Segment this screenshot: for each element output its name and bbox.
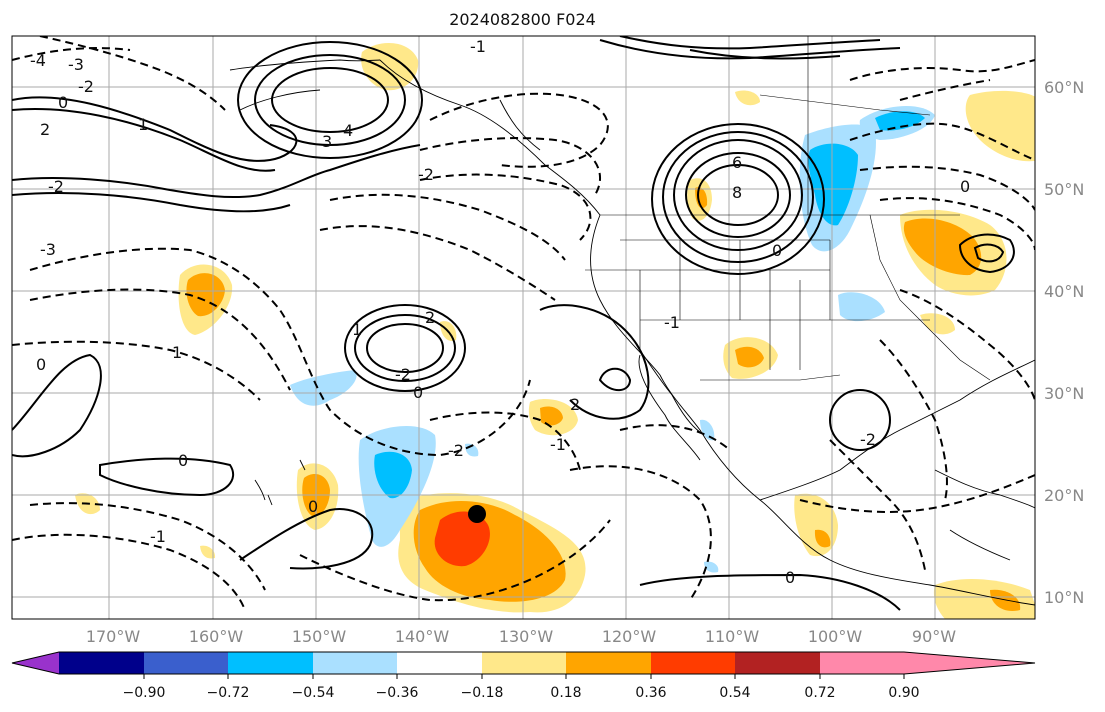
colorbar: −0.90 −0.72 −0.54 −0.36 −0.18 0.18 0.36 … (11, 651, 1036, 701)
contour-label: -2 (448, 441, 464, 460)
colorbar-tick: 0.72 (804, 685, 835, 701)
lon-label: 110°W (705, 627, 760, 646)
contour-label: -2 (395, 365, 411, 384)
contour-label: 0 (308, 497, 318, 516)
latitude-labels: 60°N 50°N 40°N 30°N 20°N 10°N (1044, 78, 1084, 607)
colorbar-extend-high (904, 652, 1035, 674)
colorbar-segment (651, 652, 735, 674)
cold-region (808, 143, 858, 226)
contour-label: 0 (772, 241, 782, 260)
contour-label: 2 (570, 395, 580, 414)
lon-label: 160°W (189, 627, 244, 646)
warm-region (903, 218, 982, 276)
contour-label: 6 (732, 153, 742, 172)
contour-label: 0 (178, 451, 188, 470)
lat-label: 20°N (1044, 486, 1084, 505)
colorbar-segment (228, 652, 313, 674)
contour-label: 0 (36, 355, 46, 374)
colorbar-segment (566, 652, 651, 674)
contour-label: 0 (960, 177, 970, 196)
storm-center-marker (468, 505, 486, 523)
contour-label: 1 (172, 343, 182, 362)
colorbar-tick: 0.90 (888, 685, 919, 701)
contour-label: 1 (138, 115, 148, 134)
contour-label: 3 (322, 132, 332, 151)
contour-labels: -4 -3 -2 0 1 2 -2 3 4 -2 -1 -3 6 8 0 -1 … (30, 37, 970, 587)
warm-region (735, 346, 764, 368)
lat-label: 60°N (1044, 78, 1084, 97)
contour-label: -1 (150, 527, 166, 546)
shaded-regions (75, 42, 1035, 619)
warm-region (361, 42, 419, 91)
colorbar-tick: 0.54 (719, 685, 750, 701)
contour-label: 8 (732, 183, 742, 202)
warm-region (434, 511, 490, 567)
contour-label: -3 (40, 240, 56, 259)
colorbar-tick: 0.36 (635, 685, 666, 701)
cold-region (875, 111, 925, 131)
map-title: 2024082800 F024 (449, 10, 596, 29)
colorbar-segment (735, 652, 820, 674)
cold-region (838, 292, 885, 322)
cold-region (700, 419, 715, 441)
contour-label: -2 (418, 165, 434, 184)
contour-label: -2 (78, 77, 94, 96)
contour-label: -1 (550, 435, 566, 454)
contour-label: -3 (68, 55, 84, 74)
colorbar-segment (482, 652, 566, 674)
colorbar-tick: −0.54 (292, 685, 335, 701)
colorbar-tick: −0.18 (461, 685, 504, 701)
warm-region (200, 545, 216, 559)
contour-label: 4 (343, 121, 353, 140)
contour-label: 0 (785, 568, 795, 587)
cold-region (374, 451, 412, 499)
lon-label: 170°W (86, 627, 141, 646)
colorbar-segment (313, 652, 397, 674)
colorbar-tick: −0.72 (207, 685, 250, 701)
contour-label: -1 (664, 313, 680, 332)
map-frame (11, 35, 1036, 620)
lat-label: 10°N (1044, 588, 1084, 607)
contour-label: -2 (860, 430, 876, 449)
colorbar-tick: −0.90 (123, 685, 166, 701)
cold-region (290, 370, 357, 406)
colorbar-tick: 0.18 (550, 685, 581, 701)
warm-region (965, 90, 1035, 162)
lon-label: 90°W (912, 627, 956, 646)
negative-contours (12, 36, 1035, 611)
colorbar-segment (144, 652, 228, 674)
contour-label: 0 (58, 93, 68, 112)
contour-label: 1 (352, 320, 362, 339)
colorbar-segment (59, 652, 144, 674)
lon-label: 150°W (292, 627, 347, 646)
lat-label: 40°N (1044, 282, 1084, 301)
warm-region (814, 529, 831, 548)
warm-region (540, 406, 563, 426)
cold-region (704, 561, 719, 573)
warm-region (990, 589, 1021, 612)
lon-label: 140°W (395, 627, 450, 646)
colorbar-extend-low (12, 652, 59, 674)
positive-contours (12, 36, 1015, 611)
colorbar-segment (820, 652, 904, 674)
contour-label: -4 (30, 51, 46, 70)
contour-label: -1 (470, 37, 486, 56)
colorbar-tick: −0.36 (376, 685, 419, 701)
contour-label: -2 (48, 177, 64, 196)
contour-label: 2 (425, 308, 435, 327)
lon-label: 130°W (499, 627, 554, 646)
contour-label: 2 (40, 120, 50, 139)
lat-label: 50°N (1044, 180, 1084, 199)
warm-region (920, 313, 955, 335)
lon-label: 100°W (808, 627, 863, 646)
warm-region (735, 90, 760, 106)
lat-label: 30°N (1044, 384, 1084, 403)
colorbar-segment (397, 652, 482, 674)
coastlines (229, 59, 1035, 606)
contour-label: 0 (413, 383, 423, 402)
lon-label: 120°W (602, 627, 657, 646)
longitude-labels: 170°W 160°W 150°W 140°W 130°W 120°W 110°… (86, 627, 956, 646)
